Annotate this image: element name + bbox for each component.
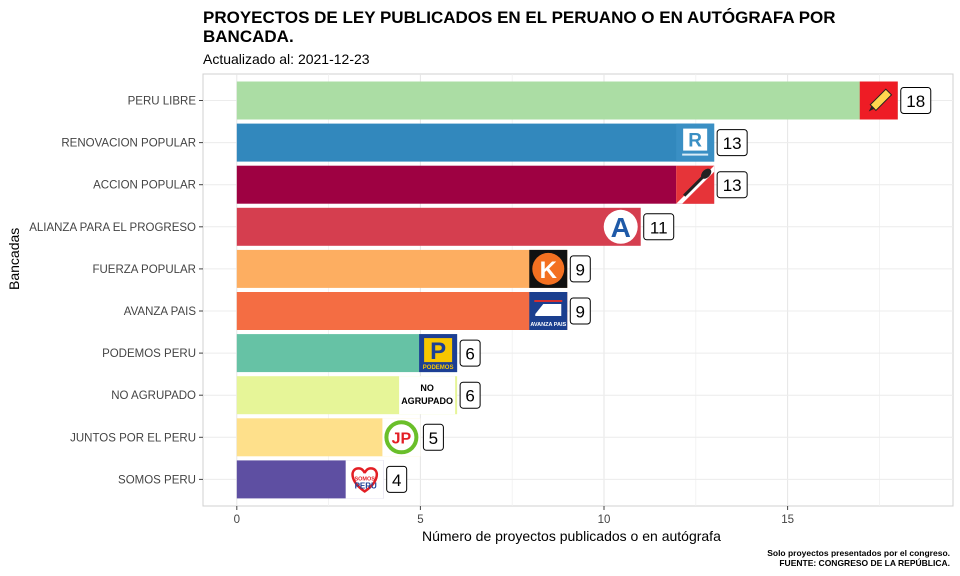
fuerza-k-logo: K [529, 249, 568, 288]
bar [236, 123, 715, 162]
value-label-box [386, 465, 408, 493]
value-label-box [569, 255, 591, 283]
chart-caption: Solo proyectos presentados por el congre… [767, 548, 950, 568]
no-agrupado-text-logo: NO AGRUPADO [399, 376, 456, 415]
category-label: ACCION POPULAR [93, 180, 196, 192]
bar [236, 81, 898, 120]
x-axis-label: Número de proyectos publicados o en autó… [422, 528, 721, 544]
category-label: SOMOS PERU [118, 474, 196, 486]
svg-text:NO: NO [420, 383, 434, 393]
caption-source: FUENTE: CONGRESO DE LA REPÚBLICA. [779, 558, 950, 568]
svg-text:SOMOS: SOMOS [354, 476, 375, 482]
svg-text:PODEMOS: PODEMOS [423, 365, 454, 371]
value-label: 9 [576, 260, 585, 279]
value-label: 9 [576, 303, 585, 322]
value-label: 4 [392, 471, 401, 490]
value-label-box [716, 171, 748, 199]
value-label-box [900, 87, 932, 114]
x-tick-label: 5 [417, 514, 423, 526]
category-label: JUNTOS POR EL PERU [70, 432, 196, 444]
shovel-logo [676, 165, 715, 204]
value-label-box [459, 381, 481, 409]
svg-text:R: R [688, 131, 702, 152]
value-label-box [569, 297, 591, 325]
bar [236, 165, 715, 204]
category-label: RENOVACION POPULAR [61, 138, 196, 150]
value-label: 6 [465, 387, 474, 406]
pencil-logo [859, 81, 898, 120]
x-tick-label: 0 [234, 514, 240, 526]
svg-text:AGRUPADO: AGRUPADO [401, 396, 453, 406]
value-label-box [459, 339, 481, 367]
renovacion-logo: R [676, 123, 715, 162]
svg-text:K: K [540, 257, 558, 284]
value-label: 13 [723, 176, 742, 195]
value-label: 18 [906, 92, 925, 111]
category-label: ALIANZA PARA EL PROGRESO [29, 222, 196, 234]
svg-text:PERU: PERU [355, 481, 377, 490]
svg-text:A: A [611, 212, 631, 243]
value-label: 6 [465, 345, 474, 364]
bar [236, 292, 568, 330]
x-tick-label: 15 [781, 514, 794, 526]
value-label-box [422, 423, 444, 451]
category-label: FUERZA POPULAR [92, 264, 196, 276]
caption-note: Solo proyectos presentados por el congre… [767, 548, 950, 558]
category-label: PODEMOS PERU [102, 348, 196, 360]
category-label: NO AGRUPADO [111, 390, 196, 402]
bar [236, 207, 641, 246]
chart-title: PROYECTOS DE LEY PUBLICADOS EN EL PERUAN… [203, 8, 836, 46]
value-label-box [643, 213, 675, 241]
chart-subtitle: Actualizado al: 2021-12-23 [203, 51, 370, 67]
x-tick-label: 10 [598, 514, 611, 526]
category-label: AVANZA PAIS [124, 306, 197, 318]
avanza-train-logo: AVANZA PAIS [529, 292, 568, 330]
svg-text:P: P [430, 338, 446, 365]
app-logo: A [603, 209, 638, 244]
svg-text:JP: JP [392, 430, 412, 447]
svg-text:AVANZA PAIS: AVANZA PAIS [530, 322, 566, 328]
value-label-box [716, 129, 748, 157]
bar [236, 249, 568, 288]
category-label: PERU LIBRE [128, 96, 197, 108]
value-label: 5 [429, 429, 438, 448]
jp-logo: JP [382, 418, 421, 457]
value-label: 11 [650, 218, 668, 237]
value-label: 13 [723, 134, 742, 153]
